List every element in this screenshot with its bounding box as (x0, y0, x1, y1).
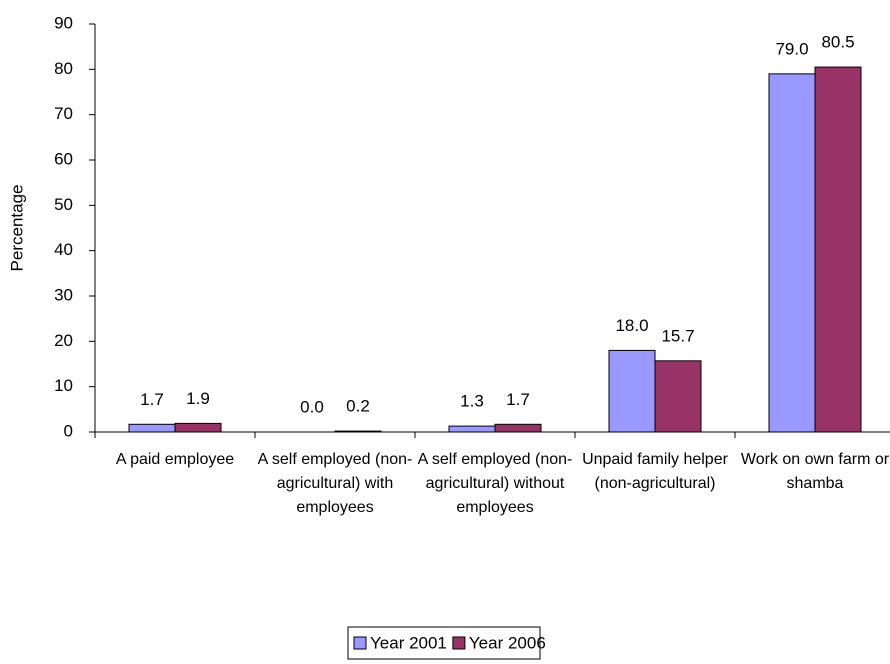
value-label: 1.7 (506, 390, 530, 409)
bar (654, 360, 702, 433)
y-tick-label: 20 (54, 331, 73, 350)
legend-swatch (452, 636, 466, 650)
y-tick-label: 60 (54, 149, 73, 168)
legend-box (347, 626, 541, 660)
x-tick-label: Unpaid family helper (non-agricultural) (582, 451, 728, 492)
bar (128, 423, 176, 433)
value-label: 18.0 (615, 316, 648, 335)
x-tick-label: A self employed (non-agricultural) witho… (417, 451, 573, 516)
x-tick-label: A self employed (non-agricultural) with … (257, 451, 413, 516)
legend-swatch (353, 636, 367, 650)
y-tick-label: 30 (54, 285, 73, 304)
value-label: 79.0 (775, 39, 808, 58)
bar (768, 73, 816, 433)
y-tick-label: 80 (54, 59, 73, 78)
value-label: 0.2 (346, 397, 370, 416)
value-label: 0.0 (300, 397, 324, 416)
legend-label: Year 2006 (469, 633, 546, 652)
y-axis-label: Percentage (7, 185, 26, 272)
y-tick-label: 70 (54, 104, 73, 123)
x-tick-label: Work on own farm or shamba (740, 451, 890, 492)
y-tick-label: 90 (54, 13, 73, 32)
value-label: 80.5 (821, 33, 854, 52)
bar (814, 66, 862, 433)
bar (494, 423, 542, 433)
y-tick-label: 10 (54, 376, 73, 395)
value-label: 15.7 (661, 326, 694, 345)
value-label: 1.7 (140, 390, 164, 409)
x-tick-label: A paid employee (115, 451, 235, 468)
bar (174, 422, 222, 433)
bar (608, 349, 656, 433)
y-tick-label: 0 (64, 421, 73, 440)
bar (448, 425, 496, 433)
y-tick-label: 40 (54, 240, 73, 259)
y-tick-label: 50 (54, 195, 73, 214)
value-label: 1.3 (460, 392, 484, 411)
bar (334, 430, 382, 433)
value-label: 1.9 (186, 389, 210, 408)
legend-label: Year 2001 (370, 633, 447, 652)
